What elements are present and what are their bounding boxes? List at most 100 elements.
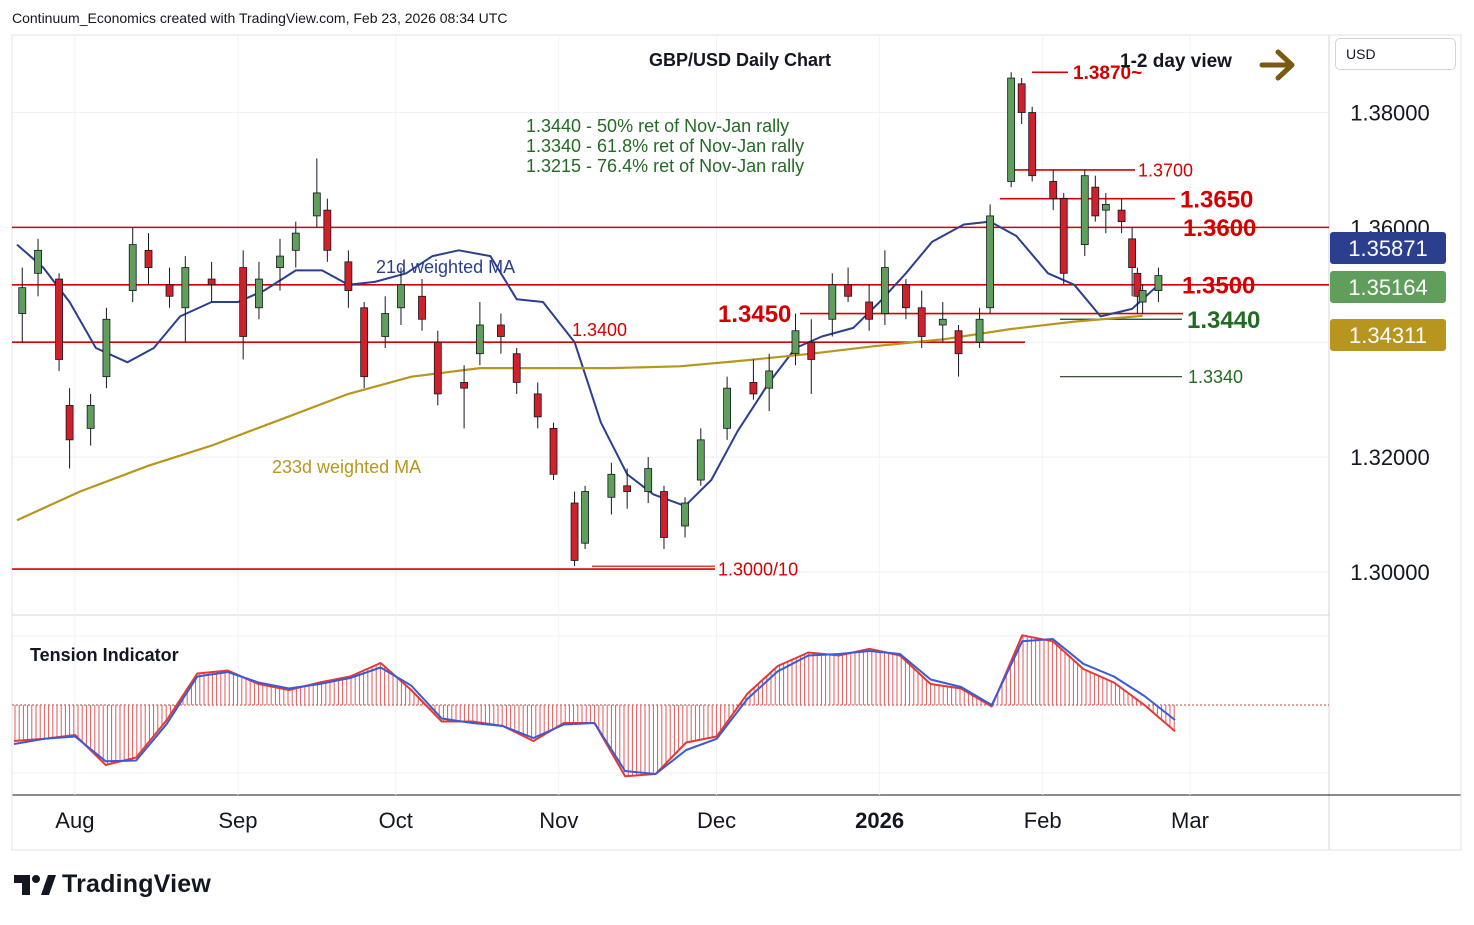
price-badge xyxy=(1330,232,1446,264)
fib-note: 1.3215 - 76.4% ret of Nov-Jan rally xyxy=(526,156,804,176)
price-badge xyxy=(1330,271,1446,303)
candle-down xyxy=(1117,209,1126,223)
candle-down xyxy=(749,382,758,395)
candle-down xyxy=(917,307,926,337)
candle-down xyxy=(55,278,63,360)
candle-up xyxy=(765,370,774,389)
candle-up xyxy=(828,284,837,320)
chart-title: GBP/USD Daily Chart xyxy=(649,50,831,70)
candle-down xyxy=(954,330,963,355)
candle-up xyxy=(312,192,321,217)
level-label: 1.3500 xyxy=(1182,272,1255,299)
candle-up xyxy=(18,287,27,314)
candle-up xyxy=(607,473,616,498)
candle-down xyxy=(1128,238,1137,268)
gridlines xyxy=(12,35,1329,795)
time-tick-label: Feb xyxy=(1024,808,1062,833)
candle-down xyxy=(1133,272,1142,297)
level-label: 1.3400 xyxy=(572,320,627,340)
level-label: 1.3340 xyxy=(1188,367,1243,387)
candle-down xyxy=(144,249,153,268)
price-tick-label: 1.38000 xyxy=(1350,101,1430,126)
time-tick-label: Aug xyxy=(55,808,94,833)
candle-down xyxy=(1028,112,1037,177)
candle-up xyxy=(644,468,653,492)
candle-up xyxy=(86,404,95,429)
candle-up xyxy=(1138,290,1147,303)
candle-down xyxy=(902,284,910,309)
candle-up xyxy=(791,330,800,355)
ma21-label: 21d weighted MA xyxy=(376,257,515,277)
candle-up xyxy=(681,502,689,527)
price-tick-label: 1.32000 xyxy=(1350,445,1430,470)
candle-down xyxy=(807,341,816,360)
level-label: 1.3600 xyxy=(1183,215,1256,242)
candle-down xyxy=(1059,198,1068,274)
time-tick-label: Nov xyxy=(539,808,578,833)
candle-down xyxy=(360,307,369,378)
tension-title: Tension Indicator xyxy=(30,645,179,665)
candle-up xyxy=(1080,175,1089,246)
candle-down xyxy=(1049,181,1058,200)
time-tick-label: Mar xyxy=(1171,808,1209,833)
candle-down xyxy=(865,301,874,320)
candle-down xyxy=(844,284,852,297)
view-label: 1-2 day view xyxy=(1120,51,1232,72)
currency-selector[interactable]: USD xyxy=(1335,38,1456,70)
candle-down xyxy=(323,209,332,251)
candle-down xyxy=(512,353,521,383)
candle-up xyxy=(723,387,731,429)
fib-note: 1.3440 - 50% ret of Nov-Jan rally xyxy=(526,116,789,136)
level-lines xyxy=(12,71,1329,570)
time-tick-label: Oct xyxy=(379,808,413,833)
candle-down xyxy=(570,502,579,561)
candle-down xyxy=(418,295,426,320)
level-label: 1.3870~ xyxy=(1073,63,1142,84)
time-tick-label: Dec xyxy=(697,808,736,833)
ma233-line xyxy=(16,314,1143,522)
level-label: 1.3450 xyxy=(718,301,791,328)
candle-down xyxy=(65,404,74,441)
candle-up xyxy=(102,318,111,378)
price-badge-label: 1.35164 xyxy=(1348,275,1428,300)
candle-down xyxy=(433,341,442,395)
price-badge xyxy=(1330,319,1446,351)
time-tick-label: 2026 xyxy=(855,808,904,833)
chart-attribution: Continuum_Economics created with Trading… xyxy=(12,10,508,26)
candle-down xyxy=(549,427,558,475)
tension-indicator-pane xyxy=(12,634,1329,778)
price-tick-label: 1.30000 xyxy=(1350,560,1430,585)
candle-up xyxy=(181,267,190,309)
candle-up xyxy=(938,318,947,326)
candle-down xyxy=(165,284,174,297)
candle-up xyxy=(1154,275,1163,291)
tradingview-logo[interactable]: TradingView xyxy=(14,870,211,899)
candle-down xyxy=(460,382,469,389)
candle-up xyxy=(475,324,484,355)
candle-up xyxy=(1101,204,1110,211)
candle-up xyxy=(881,267,889,314)
candle-up xyxy=(276,255,284,268)
candle-up xyxy=(291,232,300,251)
candle-up xyxy=(581,491,589,544)
tradingview-wordmark: TradingView xyxy=(62,870,212,898)
candle-up xyxy=(975,318,984,343)
ma233-label: 233d weighted MA xyxy=(272,457,421,477)
tension-slow-line xyxy=(13,638,1176,775)
price-badge-label: 1.35871 xyxy=(1348,236,1428,261)
candle-down xyxy=(497,324,505,337)
price-badge-label: 1.34311 xyxy=(1349,323,1427,348)
candle-up xyxy=(696,439,705,481)
candle-down xyxy=(533,393,542,418)
candle-up xyxy=(34,249,42,274)
chart-frame xyxy=(11,34,1462,851)
candle-down xyxy=(1017,83,1026,113)
candle-down xyxy=(623,485,632,492)
arrow-right-icon xyxy=(1259,49,1295,81)
price-badges: 1.35871 1.35164 1.34311 xyxy=(1330,232,1446,351)
candles xyxy=(18,72,1163,567)
ma21-line xyxy=(16,220,1160,507)
candle-up xyxy=(128,244,137,291)
